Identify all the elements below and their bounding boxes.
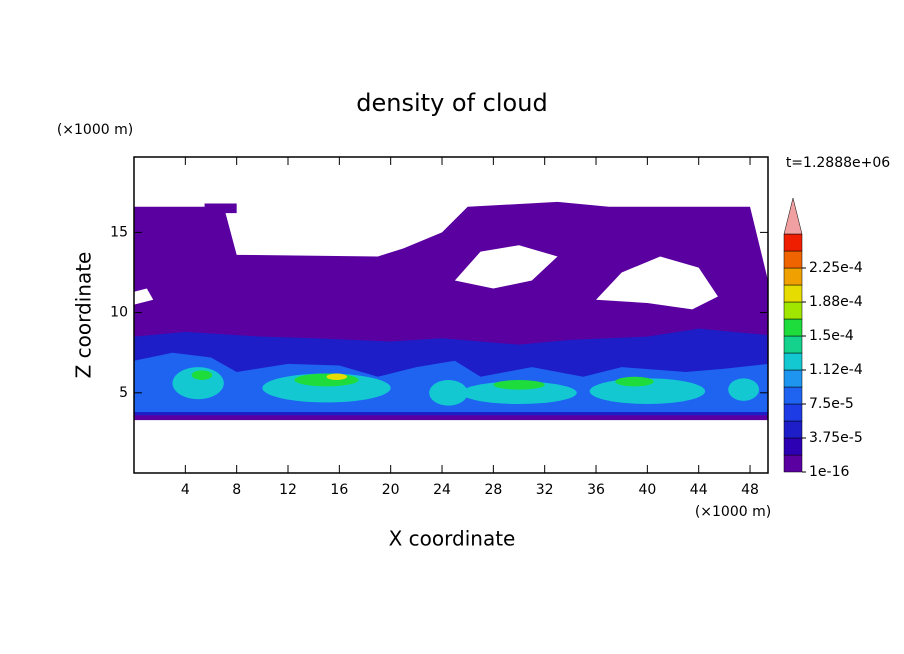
colorbar-label: 1e-16 [809, 464, 849, 480]
time-label: t=1.2888e+06 [786, 155, 890, 171]
chart-title: density of cloud [356, 89, 547, 117]
x-tick-label: 24 [433, 482, 451, 498]
gap [596, 256, 718, 310]
colorbar-label: 2.25e-4 [809, 260, 863, 276]
x-tick-label: 40 [638, 482, 656, 498]
colorbar-box [783, 403, 803, 422]
y-axis-label: Z coordinate [72, 252, 96, 379]
x-tick-label: 4 [181, 482, 190, 498]
colorbar-box [783, 352, 803, 371]
colorbar-box [783, 386, 803, 405]
y-unit: (×1000 m) [57, 122, 133, 138]
plot-frame [133, 156, 769, 474]
contour-band [326, 373, 348, 380]
contour-band [294, 373, 359, 387]
colorbar-box [783, 233, 803, 252]
y-tick-label: 5 [119, 385, 128, 401]
colorbar-box [783, 267, 803, 286]
x-tick-label: 8 [232, 482, 241, 498]
colorbar-box [783, 420, 803, 439]
x-tick-label: 20 [382, 482, 400, 498]
colorbar-box [783, 250, 803, 269]
colorbar-box [783, 454, 803, 473]
gap [134, 288, 154, 305]
contour-band [589, 378, 706, 405]
colorbar-box [783, 301, 803, 320]
contour-band [262, 373, 391, 403]
colorbar-label: 1.12e-4 [809, 362, 863, 378]
contour-band [728, 378, 760, 401]
y-tick-label: 10 [110, 305, 128, 321]
x-tick-label: 32 [536, 482, 554, 498]
x-tick-label: 28 [484, 482, 502, 498]
colorbar-label: 1.5e-4 [809, 328, 854, 344]
colorbar-box [783, 437, 803, 456]
colorbar-extend [783, 197, 803, 235]
contour-band [191, 370, 213, 380]
contour-band [615, 376, 654, 387]
y-tick-label: 15 [110, 224, 128, 240]
contour-band [204, 203, 237, 214]
contour-band [493, 379, 545, 390]
x-axis-label: X coordinate [389, 527, 516, 551]
colorbar-box [783, 284, 803, 303]
x-tick-label: 12 [279, 482, 297, 498]
contour-band [429, 379, 468, 406]
x-tick-label: 44 [690, 482, 708, 498]
colorbar-label: 3.75e-5 [809, 430, 863, 446]
colorbar-box [783, 318, 803, 337]
contour-band [461, 381, 577, 405]
x-tick-label: 48 [741, 482, 759, 498]
colorbar-box [783, 335, 803, 354]
colorbar-label: 1.88e-4 [809, 294, 863, 310]
x-tick-label: 36 [587, 482, 605, 498]
gap [454, 245, 558, 289]
x-unit: (×1000 m) [695, 504, 771, 520]
colorbar-label: 7.5e-5 [809, 396, 854, 412]
colorbar-box [783, 369, 803, 388]
x-tick-label: 16 [330, 482, 348, 498]
